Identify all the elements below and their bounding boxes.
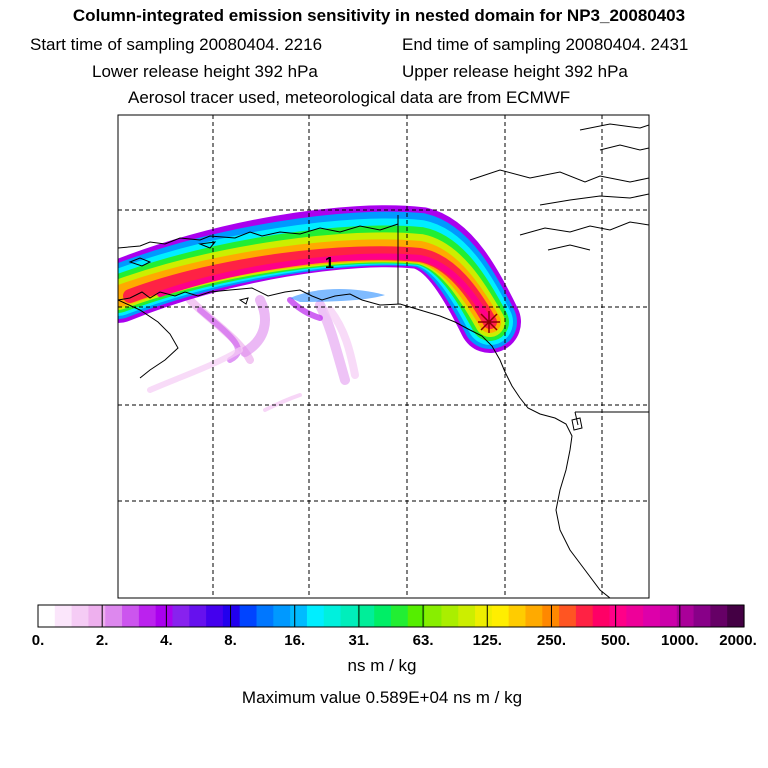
colorbar-cell (710, 605, 728, 627)
colorbar-tick-label: 31. (348, 632, 370, 649)
colorbar-cell (424, 605, 443, 627)
colorbar-cell (256, 605, 274, 627)
colorbar-cell (54, 605, 73, 627)
colorbar-cell (374, 605, 392, 627)
colorbar-cell (306, 605, 325, 627)
colorbar-cell (407, 605, 426, 627)
colorbar-cell (727, 605, 745, 627)
colorbar-tick-label: 2. (95, 632, 109, 649)
colorbar-tick-label: 500. (601, 632, 631, 649)
colorbar-cell (475, 605, 493, 627)
colorbar-tick-label: 4. (160, 632, 173, 649)
colorbar-cell (609, 605, 627, 627)
colorbar-tick-label: 8. (224, 632, 237, 649)
colorbar-tick-label: 125. (472, 632, 502, 649)
colorbar-tick-label: 63. (412, 632, 434, 649)
lat-lon-grid (118, 115, 649, 598)
colorbar-cell (491, 605, 510, 627)
plot-title: Column-integrated emission sensitivity i… (72, 6, 686, 25)
colorbar-cell (525, 605, 543, 627)
colorbar-cell (323, 605, 342, 627)
release-location-marker (478, 311, 500, 333)
colorbar-cell (643, 605, 661, 627)
colorbar-cell (222, 605, 241, 627)
end-time-label: End time of sampling 20080404. 2431 (402, 35, 689, 54)
colorbar-tick-label: 2000. (719, 632, 757, 649)
colorbar-cell (71, 605, 90, 627)
colorbar-tick-label: 16. (284, 632, 306, 649)
coastlines (118, 123, 649, 598)
map-frame-border (117, 114, 650, 599)
colorbar-cell (206, 605, 224, 627)
units-label: ns m / kg (347, 656, 417, 675)
colorbar-cell (38, 605, 56, 627)
colorbar-cell (441, 605, 459, 627)
aerosol-met-label: Aerosol tracer used, meteorological data… (128, 88, 571, 107)
colorbar-tick-label: 250. (536, 632, 567, 649)
colorbar-cell (391, 605, 409, 627)
colorbar-cell (693, 605, 711, 627)
colorbar-cell (676, 605, 695, 627)
colorbar-cell (626, 605, 644, 627)
upper-release-label: Upper release height 392 hPa (402, 62, 628, 81)
colorbar-cell (122, 605, 140, 627)
colorbar-cell (458, 605, 476, 627)
colorbar-cell (659, 605, 678, 627)
colorbar-cell (239, 605, 258, 627)
colorbar-border (37, 604, 745, 628)
colorbar-cell (592, 605, 611, 627)
plume-main-band (118, 205, 521, 353)
start-time-label: Start time of sampling 20080404. 2216 (30, 35, 323, 54)
colorbar-cell (340, 605, 358, 627)
colorbar-tick-label: 0. (31, 632, 45, 649)
lower-release-label: Lower release height 392 hPa (92, 62, 318, 81)
colorbar-cell (88, 605, 106, 627)
colorbar-cell (172, 605, 190, 627)
release-number-label: 1 (325, 255, 334, 272)
maximum-value-label: Maximum value 0.589E+04 ns m / kg (241, 688, 523, 707)
map-frame-background (118, 115, 649, 598)
colorbar-cell (138, 605, 157, 627)
colorbar-cell (273, 605, 291, 627)
colorbar-cell (189, 605, 207, 627)
colorbar-cell (575, 605, 594, 627)
colorbar-cell (508, 605, 527, 627)
colorbar-cell (559, 605, 577, 627)
colorbar-cell (357, 605, 375, 627)
colorbar-tick-label: 1000. (661, 632, 699, 649)
plume-faint-trails (147, 295, 359, 412)
colorbar-cell (290, 605, 308, 627)
colorbar-cell (155, 605, 174, 627)
colorbar-cell (105, 605, 123, 627)
